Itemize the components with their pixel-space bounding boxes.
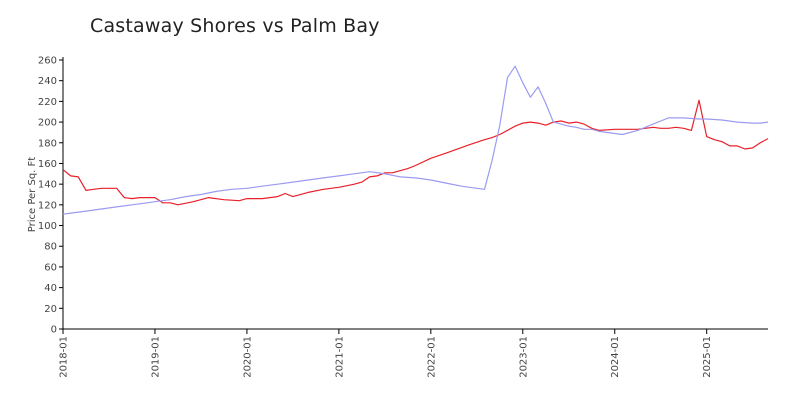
y-tick-label: 260 (38, 56, 57, 67)
x-tick-label: 2019-01 (150, 336, 161, 378)
y-tick-label: 180 (38, 138, 57, 149)
x-tick-label: 2022-01 (426, 336, 437, 378)
series-line-2 (62, 65, 769, 215)
y-tick-label: 20 (44, 304, 57, 315)
y-tick-label: 240 (38, 76, 57, 87)
x-tick-label: 2025-01 (702, 336, 713, 378)
y-tick-label: 0 (51, 325, 57, 336)
x-tick-label: 2023-01 (518, 336, 529, 378)
series-line-1 (62, 99, 769, 206)
x-tick-label: 2021-01 (334, 336, 345, 378)
x-tick-label: 2018-01 (59, 336, 70, 378)
y-tick-label: 200 (38, 118, 57, 129)
y-tick-label: 100 (38, 221, 57, 232)
x-tick-label: 2020-01 (242, 336, 253, 378)
y-axis-label: Price Per Sq. Ft (27, 157, 38, 232)
y-tick-label: 40 (44, 283, 57, 294)
y-tick-label: 120 (38, 200, 57, 211)
y-tick-label: 60 (44, 262, 57, 273)
axes: 0 20 40 60 80 100 120 140 160 180 200 220 240 260 2018… (27, 56, 768, 378)
y-tick-label: 80 (44, 242, 57, 253)
y-tick-label: 160 (38, 159, 57, 170)
y-tick-label: 220 (38, 97, 57, 108)
chart-title: Castaway Shores vs Palm Bay (90, 15, 380, 37)
y-tick-label: 140 (38, 180, 57, 191)
x-tick-label: 2024-01 (610, 336, 621, 378)
series-layer (62, 65, 769, 215)
